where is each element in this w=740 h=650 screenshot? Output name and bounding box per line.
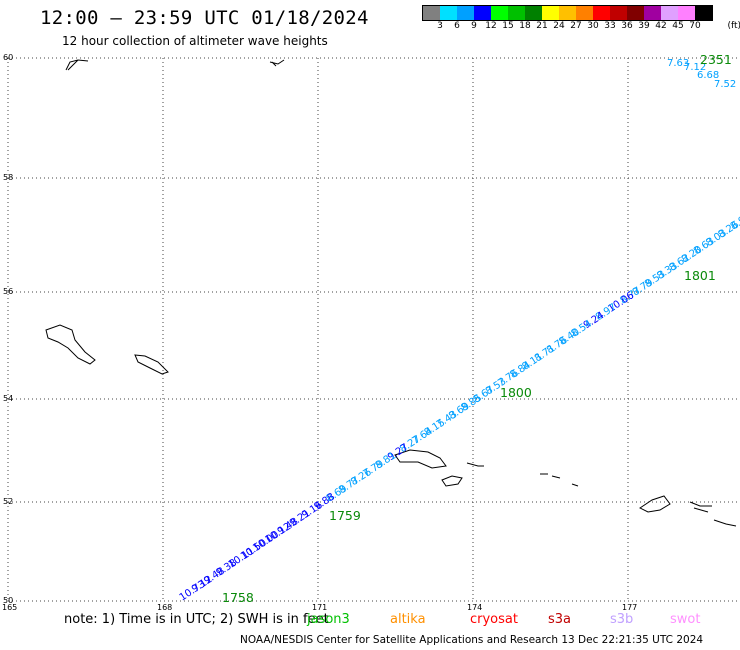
legend-swatch (695, 6, 712, 20)
legend-swatch (661, 6, 678, 20)
lon-label: 168 (157, 603, 172, 612)
legend-label: 39 (638, 21, 650, 31)
legend-swatch (576, 6, 593, 20)
lon-label: 174 (467, 603, 482, 612)
coastline-segment (689, 501, 712, 513)
coastline-segment (394, 449, 447, 469)
satellite-legend-cryosat: cryosat (470, 612, 518, 627)
lat-label: 56 (3, 287, 13, 296)
legend-label: 27 (570, 21, 582, 31)
satellite-legend-s3b: s3b (610, 612, 634, 627)
coastline-segment (639, 495, 671, 513)
coastline-segment (540, 473, 561, 479)
wave-height-label: 7.63 (667, 58, 689, 69)
legend-label: 33 (604, 21, 616, 31)
legend-swatch (474, 6, 491, 20)
legend-swatch (440, 6, 457, 20)
legend-swatch (542, 6, 559, 20)
wave-height-label: 10.73 (178, 579, 208, 604)
legend-label: 6 (454, 21, 460, 31)
legend-label: 12 (485, 21, 497, 31)
page-title: 12:00 — 23:59 UTC 01/18/2024 (40, 7, 369, 29)
lat-label: 60 (3, 53, 13, 62)
legend-label: 45 (672, 21, 684, 31)
lon-label: 171 (312, 603, 327, 612)
color-scale-labels: 3 6 9 12 15 18 21 24 27 30 33 36 39 42 45 70 (ft) (0, 0, 740, 40)
legend-swatch (491, 6, 508, 20)
coastline-segment (65, 59, 89, 71)
coastline-segment (466, 462, 484, 467)
legend-swatch (508, 6, 525, 20)
satellite-legend-altika: altika (390, 612, 426, 627)
legend-label: 3 (437, 21, 443, 31)
lat-label: 52 (3, 497, 13, 506)
track-time-labels: 2351 1801 1800 1759 1758 (222, 52, 732, 605)
legend-label: 24 (553, 21, 565, 31)
coastline-segment (713, 519, 737, 527)
coastline-segment (45, 324, 96, 365)
credit-line: NOAA/NESDIS Center for Satellite Applica… (240, 634, 704, 646)
legend-swatch (593, 6, 610, 20)
legend-swatch (457, 6, 474, 20)
legend-swatch (525, 6, 542, 20)
satellite-legend-s3a: s3a (548, 612, 572, 627)
lon-label: 165 (2, 603, 17, 612)
legend-label: 36 (621, 21, 633, 31)
legend-label: 30 (587, 21, 599, 31)
coastline (45, 59, 737, 527)
legend-swatch (423, 6, 440, 20)
legend-label: 18 (519, 21, 531, 31)
wave-height-label: 6.68 (697, 70, 719, 81)
coastline-segment (269, 59, 285, 67)
legend-label: 21 (536, 21, 548, 31)
legend-swatch (678, 6, 695, 20)
legend-unit: (ft) (727, 21, 740, 31)
lat-label: 54 (3, 394, 13, 403)
wave-height-label: 7.52 (714, 79, 736, 90)
track-time-label: 1758 (222, 590, 254, 605)
legend-swatch (559, 6, 576, 20)
color-scale-legend (422, 5, 713, 21)
satellite-legend-jason3: jason3 (307, 612, 350, 627)
lat-lon-grid (7, 57, 740, 602)
track-time-label: 1801 (684, 268, 716, 283)
legend-label: 42 (655, 21, 667, 31)
wave-height-label: 7.12 (684, 62, 706, 73)
track-value-labels: 7.637.126.687.528.918.268.038.638.208.62… (178, 58, 740, 604)
legend-swatch (610, 6, 627, 20)
lat-label: 50 (3, 596, 13, 605)
page-subtitle: 12 hour collection of altimeter wave hei… (62, 34, 328, 48)
track-time-label: 2351 (700, 52, 732, 67)
coastline-segment (441, 475, 463, 487)
track-time-label: 1800 (500, 385, 532, 400)
wave-height-label: 8.91 (729, 211, 740, 232)
lat-label: 58 (3, 173, 13, 182)
units-note: note: 1) Time is in UTC; 2) SWH is in fe… (64, 612, 329, 627)
legend-label: 70 (689, 21, 701, 31)
lon-label: 177 (622, 603, 637, 612)
legend-label: 15 (502, 21, 514, 31)
coastline-segment (134, 354, 169, 375)
track-time-label: 1759 (329, 508, 361, 523)
coastline-segment (571, 483, 579, 487)
legend-label: 9 (471, 21, 477, 31)
legend-swatch (644, 6, 661, 20)
legend-swatch (627, 6, 644, 20)
satellite-legend-swot: swot (670, 612, 701, 627)
